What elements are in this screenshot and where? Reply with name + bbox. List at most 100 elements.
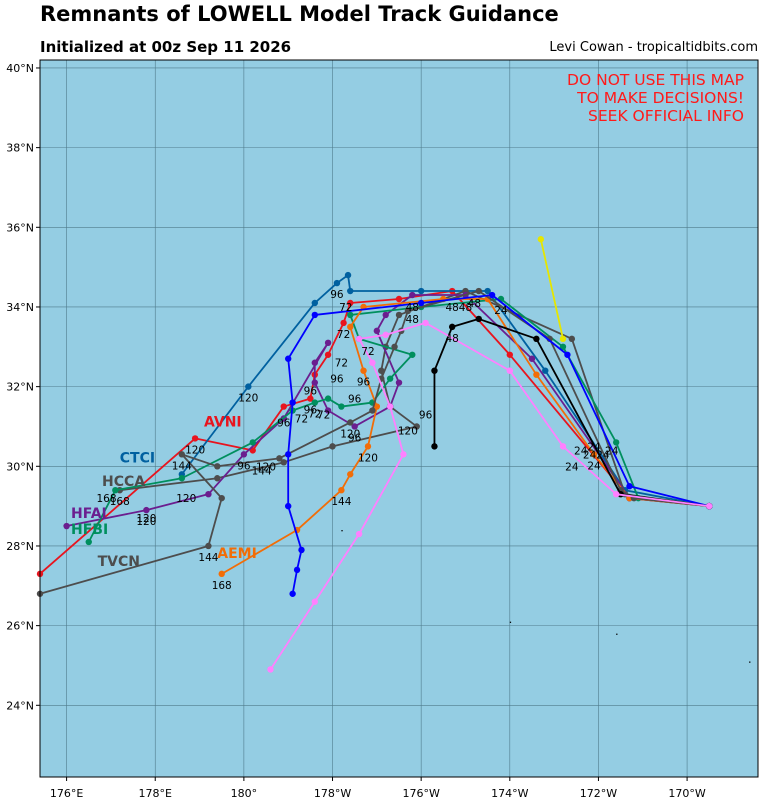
track-point [249,439,256,446]
forecast-hour-label: 24 [583,449,597,461]
model-name-label: HCCA [102,474,145,490]
forecast-hour-label: 72 [335,358,348,370]
track-point [448,323,456,331]
track-point [324,395,332,402]
track-point [422,319,429,327]
model-name-label: AEMI [217,546,257,562]
forecast-hour-label: 120 [398,425,418,437]
forecast-hour-label: 96 [357,377,371,389]
track-point [218,570,225,578]
lat-tick-label: 32°N [6,381,34,394]
island [509,621,512,623]
track-point [324,351,332,358]
track-point [324,339,332,347]
track-point [400,451,407,458]
track-point [417,287,425,295]
forecast-hour-label: 48 [445,333,458,345]
track-point [205,542,212,550]
track-point [324,407,332,414]
track-point [351,423,358,430]
track-point [347,471,354,478]
axis-ticks: 176°E 178°E 180° 178°W 176°W 174°W 172°W 170°W 2… [6,62,706,800]
credit-text: Levi Cowan - tropicaltidbits.com [549,40,758,55]
track-point [533,371,540,378]
track-point [528,355,536,362]
track-point [178,475,186,482]
track-point [369,407,376,414]
model-name-label: AVNI [204,414,242,430]
model-track-line [539,239,564,340]
forecast-hour-label: 48 [406,302,419,314]
track-point [289,590,296,597]
model-name-label: HFBI [71,522,108,538]
init-time-subtitle: Initialized at 00z Sep 11 2026 [40,38,292,56]
forecast-hour-label: 24 [596,449,610,461]
forecast-hour-label: 144 [172,460,192,472]
forecast-hour-label: 120 [256,461,276,473]
track-point [395,311,403,319]
forecast-hour-label: 48 [445,302,458,314]
track-point [240,451,248,458]
track-point [289,399,296,406]
track-point [191,435,199,442]
forecast-hour-label: 96 [330,374,344,386]
lon-tick-label: 172°W [580,787,617,800]
forecast-hour-label: 144 [252,465,272,477]
track-point [626,483,633,490]
lat-tick-label: 38°N [6,142,34,155]
track-point [386,375,394,382]
track-point [355,335,363,343]
track-point [409,351,416,358]
track-point [298,546,305,554]
forecast-hour-label: 24 [587,441,601,453]
lon-tick-label: 170°W [668,787,705,800]
lon-tick-label: 176°E [50,787,83,800]
lat-tick-label: 24°N [6,699,34,712]
track-point [568,335,576,343]
lat-tick-label: 26°N [6,620,34,633]
forecast-hour-label: 24 [605,445,619,457]
track-point [329,443,336,450]
forecast-hour-label: 120 [136,516,156,528]
forecast-hour-label: 168 [212,580,232,592]
forecast-hour-label: 48 [459,302,472,314]
forecast-hour-label: 48 [468,298,481,310]
forecast-hour-label: 120 [136,513,156,525]
track-point [178,451,186,458]
forecast-hour-label: 24 [574,445,588,457]
track-point [218,494,225,502]
track-point [559,335,567,343]
track-point [506,351,514,358]
track-point [475,315,482,323]
forecast-hour-label: 120 [185,444,205,456]
track-point [395,379,403,386]
track-point [214,475,221,482]
warning-line-2: TO MAKE DECISIONS! [577,89,744,107]
track-point [355,530,363,538]
forecast-hour-label: 72 [361,346,374,358]
lat-tick-label: 40°N [6,62,34,75]
forecast-hour-label: 72 [308,409,321,421]
track-point [612,490,620,498]
track-point [280,459,287,466]
track-point [484,287,491,295]
model-track-line [39,290,710,575]
track-point [431,443,438,450]
track-point [347,323,354,331]
forecast-hour-label: 24 [494,305,508,317]
track-point [311,299,318,307]
track-point [347,311,354,319]
forecast-hour-label: 96 [277,417,291,429]
forecast-hour-label: 72 [339,302,352,314]
forecast-hour-label: 72 [337,329,350,341]
track-point [488,291,496,299]
forecast-hour-label: 96 [419,410,433,422]
forecast-hour-label: 120 [176,493,196,505]
forecast-hour-label: 48 [406,314,419,326]
track-point [559,343,567,350]
track-point [382,311,389,319]
track-point [347,287,354,295]
track-point [386,403,394,410]
track-point [612,439,620,446]
